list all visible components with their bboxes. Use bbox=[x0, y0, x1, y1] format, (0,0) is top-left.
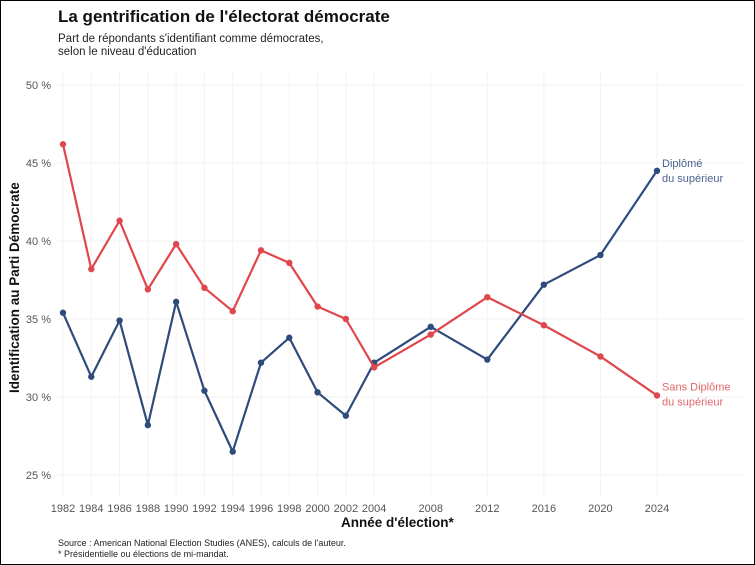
data-point bbox=[257, 359, 265, 366]
y-tick-label: 40 % bbox=[26, 236, 51, 248]
x-axis-title: Année d'élection* bbox=[341, 515, 454, 530]
x-tick-label: 1996 bbox=[249, 503, 273, 515]
data-point bbox=[229, 308, 236, 315]
data-point bbox=[116, 217, 123, 224]
x-tick-label: 2002 bbox=[334, 503, 358, 515]
data-point bbox=[172, 240, 180, 248]
data-point bbox=[201, 284, 208, 291]
data-point bbox=[88, 373, 95, 380]
data-point bbox=[484, 356, 491, 363]
data-point bbox=[286, 334, 293, 341]
series-label: du supérieur bbox=[662, 173, 723, 185]
data-point bbox=[484, 293, 491, 301]
data-point bbox=[314, 303, 321, 310]
data-point bbox=[116, 317, 123, 324]
y-tick-label: 35 % bbox=[26, 314, 51, 326]
data-point bbox=[88, 265, 95, 273]
y-tick-label: 45 % bbox=[26, 158, 51, 170]
x-tick-label: 1984 bbox=[79, 503, 103, 515]
data-point bbox=[597, 353, 604, 360]
chart-caption: Source : American National Election Stud… bbox=[58, 538, 346, 560]
series-label: Sans Diplôme bbox=[662, 381, 730, 393]
x-tick-label: 1994 bbox=[220, 503, 244, 515]
data-point bbox=[653, 167, 661, 174]
subtitle-line-1: Part de répondants s'identifiant comme d… bbox=[58, 33, 324, 45]
series-line-1 bbox=[61, 144, 658, 397]
data-point bbox=[342, 412, 350, 419]
x-tick-label: 2000 bbox=[305, 503, 329, 515]
data-point bbox=[314, 389, 321, 396]
y-tick-label: 30 % bbox=[26, 392, 51, 404]
data-point bbox=[342, 315, 350, 323]
data-point bbox=[540, 322, 548, 329]
caption-source: Source : American National Election Stud… bbox=[58, 538, 346, 548]
data-point bbox=[427, 323, 434, 330]
data-point bbox=[540, 281, 548, 288]
x-tick-label: 2012 bbox=[475, 503, 499, 515]
y-axis-title: Identification au Parti Démocrate bbox=[7, 182, 22, 393]
data-point bbox=[59, 309, 67, 316]
x-tick-label: 1992 bbox=[192, 503, 216, 515]
subtitle-line-2: selon le niveau d'éducation bbox=[58, 46, 197, 58]
y-tick-label: 25 % bbox=[26, 470, 51, 482]
data-point bbox=[653, 392, 661, 399]
x-tick-label: 2024 bbox=[645, 503, 669, 515]
x-tick-label: 1990 bbox=[164, 503, 188, 515]
chart-subtitle: Part de répondants s'identifiant comme d… bbox=[58, 33, 324, 59]
series-label: Diplômé bbox=[662, 158, 702, 170]
x-tick-label: 2020 bbox=[588, 503, 612, 515]
x-tick-label: 1988 bbox=[136, 503, 160, 515]
x-tick-label: 1986 bbox=[107, 503, 131, 515]
data-point bbox=[597, 251, 604, 259]
x-tick-label: 2008 bbox=[418, 503, 442, 515]
x-tick-label: 1982 bbox=[51, 503, 75, 515]
x-tick-label: 2004 bbox=[362, 503, 386, 515]
data-point bbox=[370, 364, 378, 371]
x-tick-label: 1998 bbox=[277, 503, 301, 515]
data-point bbox=[427, 331, 434, 338]
data-point bbox=[172, 298, 180, 306]
data-point bbox=[59, 141, 67, 148]
series-line-0 bbox=[61, 170, 658, 453]
data-point bbox=[286, 259, 293, 267]
series-label: du supérieur bbox=[662, 396, 723, 408]
x-tick-label: 2016 bbox=[532, 503, 556, 515]
caption-note: * Présidentielle ou élections de mi-mand… bbox=[58, 549, 229, 559]
data-point bbox=[201, 387, 208, 394]
data-point bbox=[257, 247, 265, 254]
y-tick-label: 50 % bbox=[26, 80, 51, 92]
data-point bbox=[144, 286, 152, 293]
chart-title: La gentrification de l'électorat démocra… bbox=[58, 7, 390, 26]
data-point bbox=[229, 448, 236, 455]
data-point bbox=[144, 421, 152, 429]
